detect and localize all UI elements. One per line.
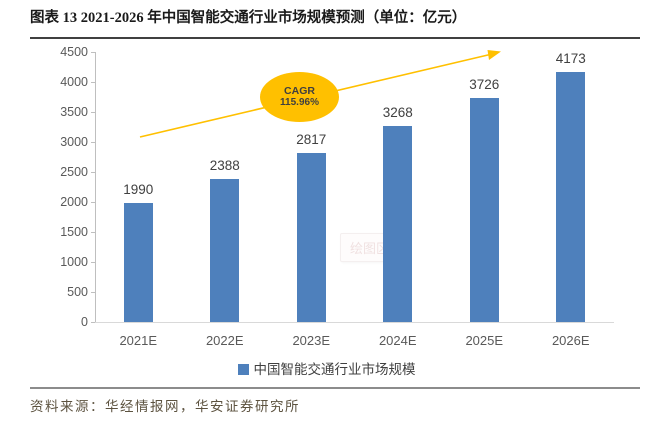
- bar: [123, 202, 153, 322]
- y-axis-tick-mark: [91, 111, 95, 113]
- y-axis-tick-label: 3500: [60, 105, 88, 119]
- chart-title: 图表 13 2021-2026 年中国智能交通行业市场规模预测（单位：亿元）: [30, 10, 467, 26]
- y-axis-line: [95, 52, 96, 322]
- y-axis-tick-mark: [91, 321, 95, 323]
- x-axis-label: 2025E: [465, 333, 504, 348]
- cagr-label: CAGR: [284, 85, 315, 97]
- bar: [210, 178, 240, 322]
- x-axis-label: 2026E: [551, 333, 590, 348]
- cagr-annotation: CAGR 115.96%: [260, 72, 339, 122]
- title-divider: [30, 37, 640, 39]
- legend-label: 中国智能交通行业市场规模: [253, 362, 416, 377]
- legend-swatch-icon: [237, 364, 249, 375]
- source-text: 资料来源：华经情报网，华安证券研究所: [30, 399, 300, 414]
- x-axis-label: 2021E: [119, 333, 158, 348]
- bar: [469, 98, 499, 322]
- y-axis-tick-label: 500: [67, 285, 88, 299]
- bar-value-label: 1990: [123, 181, 154, 197]
- y-axis-tick-mark: [91, 291, 95, 293]
- y-axis-tick-mark: [91, 261, 95, 263]
- bar-value-label: 4173: [555, 50, 586, 66]
- y-axis-tick-mark: [91, 81, 95, 83]
- plot-area-tooltip-text: 绘图区: [349, 241, 389, 256]
- x-axis-label: 2023E: [292, 333, 331, 348]
- y-axis-tick-label: 4000: [60, 75, 88, 89]
- y-axis-tick-label: 0: [81, 315, 88, 329]
- x-axis-label: 2024E: [378, 333, 417, 348]
- y-axis-tick-label: 2000: [60, 195, 88, 209]
- bar-value-label: 3268: [382, 104, 413, 120]
- y-axis-tick-mark: [91, 51, 95, 53]
- y-axis-tick-label: 1000: [60, 255, 88, 269]
- bar-value-label: 2817: [296, 131, 327, 147]
- y-axis-tick-label: 1500: [60, 225, 88, 239]
- y-axis-tick-label: 2500: [60, 165, 88, 179]
- bar: [383, 125, 413, 322]
- bar-value-label: 3726: [469, 77, 500, 93]
- y-axis-tick-mark: [91, 171, 95, 173]
- x-axis-label: 2022E: [205, 333, 244, 348]
- cagr-value: 115.96%: [280, 97, 319, 108]
- legend: 中国智能交通行业市场规模: [0, 361, 653, 378]
- bar: [556, 71, 586, 322]
- y-axis-tick-mark: [91, 141, 95, 143]
- y-axis-tick-label: 4500: [60, 45, 88, 59]
- y-axis-tick-mark: [91, 231, 95, 233]
- y-axis-tick-mark: [91, 201, 95, 203]
- bar: [296, 152, 326, 322]
- y-axis-tick-label: 3000: [60, 135, 88, 149]
- footer-divider: [30, 387, 640, 389]
- x-axis-baseline: [95, 322, 614, 323]
- bar-value-label: 2388: [209, 157, 240, 173]
